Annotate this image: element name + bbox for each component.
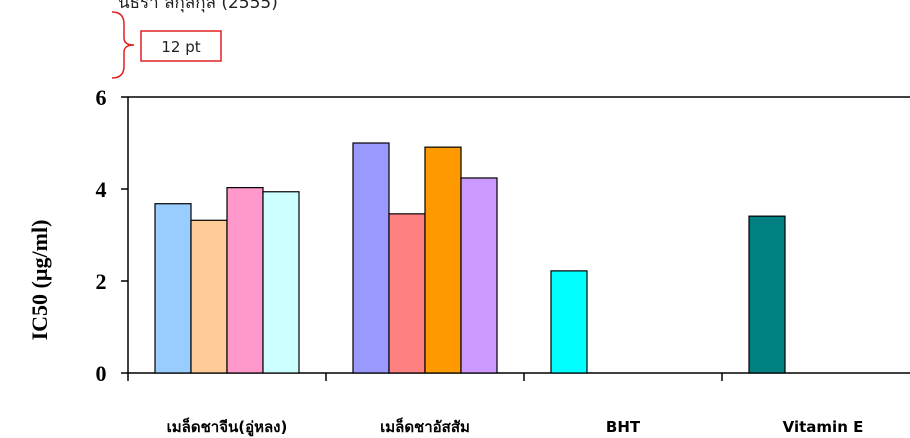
annotation-brace [111,11,135,79]
bar [190,219,228,374]
bar [460,177,498,374]
annotation-label: 12 pt [161,38,200,56]
x-tick-label: BHT [606,418,641,436]
y-tick-label: 4 [96,177,107,202]
header-fragment: นธรา ลกุลกุล (2555) [118,0,278,13]
x-tick-label: เมล็ดชาอัสสัม [380,417,470,436]
bar [154,203,192,374]
bar [550,270,588,374]
annotation-box [140,30,222,62]
x-tick-label: เมล็ดชาจีน(อู่หลง) [167,417,288,437]
y-tick-label: 6 [96,85,107,110]
labels: 0 2 4 6 เมล็ดชาจีน(อู่หลง) เมล็ดชาอัสสัม BHT Vi… [96,85,864,437]
bar [748,215,786,374]
x-tick-label: Vitamin E [783,418,864,436]
bar [262,191,300,374]
y-axis-label: IC50 (µg/ml) [27,220,52,341]
y-tick-label: 0 [96,361,107,386]
y-tick-label: 2 [96,269,107,294]
bar [226,187,264,374]
bar [424,146,462,374]
bar [352,142,390,374]
bars [154,142,786,374]
bar [388,213,426,374]
